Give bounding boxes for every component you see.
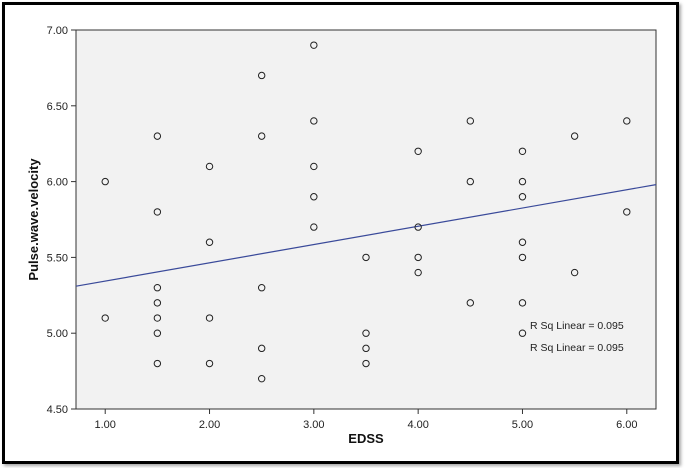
data-point <box>205 238 214 246</box>
x-axis-title: EDSS <box>348 431 384 446</box>
data-point <box>518 238 527 246</box>
data-point <box>153 132 162 140</box>
data-point <box>257 284 266 292</box>
data-point <box>153 284 162 292</box>
y-axis: 4.50 5.00 5.50 6.00 6.50 7.00 <box>47 25 76 416</box>
data-point <box>414 147 422 155</box>
data-point <box>414 268 422 277</box>
r-squared-label: R Sq Linear = 0.095 <box>530 320 624 332</box>
data-point <box>414 223 422 231</box>
data-point <box>362 329 370 337</box>
data-point <box>153 329 162 337</box>
data-point <box>570 268 579 277</box>
y-tick-label: 6.50 <box>47 101 68 113</box>
x-tick-label: 6.00 <box>616 419 637 431</box>
data-point <box>518 299 527 307</box>
data-point <box>310 117 318 125</box>
data-point <box>414 253 422 262</box>
linear-fit-line <box>75 184 657 287</box>
data-point <box>101 177 109 186</box>
data-point <box>153 359 162 368</box>
data-point <box>518 177 527 186</box>
x-tick-label: 5.00 <box>512 419 533 431</box>
x-tick-label: 1.00 <box>94 419 115 431</box>
data-point <box>518 253 527 262</box>
data-point <box>623 208 631 216</box>
y-tick-label: 5.00 <box>47 328 68 340</box>
data-point <box>257 344 266 353</box>
x-tick-label: 2.00 <box>199 419 220 431</box>
data-point <box>310 162 318 171</box>
data-point <box>362 344 370 353</box>
data-point <box>362 359 370 368</box>
data-point <box>570 132 579 140</box>
data-point <box>257 132 266 140</box>
r-squared-label: R Sq Linear = 0.095 <box>530 342 624 354</box>
data-point <box>101 314 109 322</box>
data-point <box>153 299 162 307</box>
data-point <box>362 253 370 262</box>
plot-area <box>75 29 657 410</box>
data-point <box>518 147 527 155</box>
data-point <box>153 314 162 322</box>
data-point <box>623 117 631 125</box>
data-point <box>518 193 527 201</box>
data-point <box>257 374 266 383</box>
data-point <box>257 71 266 80</box>
data-point <box>310 223 318 231</box>
y-tick-label: 5.50 <box>47 252 68 264</box>
data-points <box>101 41 631 383</box>
data-point <box>205 314 214 322</box>
y-tick-label: 7.00 <box>47 25 68 37</box>
y-axis-title: Pulse.wave.velocity <box>26 158 41 281</box>
data-point <box>466 299 475 307</box>
data-point <box>153 208 162 216</box>
data-point <box>466 177 475 186</box>
data-point <box>466 117 475 125</box>
data-point <box>310 193 318 201</box>
data-point <box>518 329 527 337</box>
y-tick-label: 6.00 <box>47 177 68 189</box>
x-tick-label: 4.00 <box>407 419 428 431</box>
data-point <box>310 41 318 49</box>
data-point <box>205 162 214 171</box>
y-tick-label: 4.50 <box>47 404 68 416</box>
x-axis: 1.00 2.00 3.00 4.00 5.00 6.00 <box>94 409 638 431</box>
x-tick-label: 3.00 <box>303 419 324 431</box>
data-point <box>205 359 214 368</box>
